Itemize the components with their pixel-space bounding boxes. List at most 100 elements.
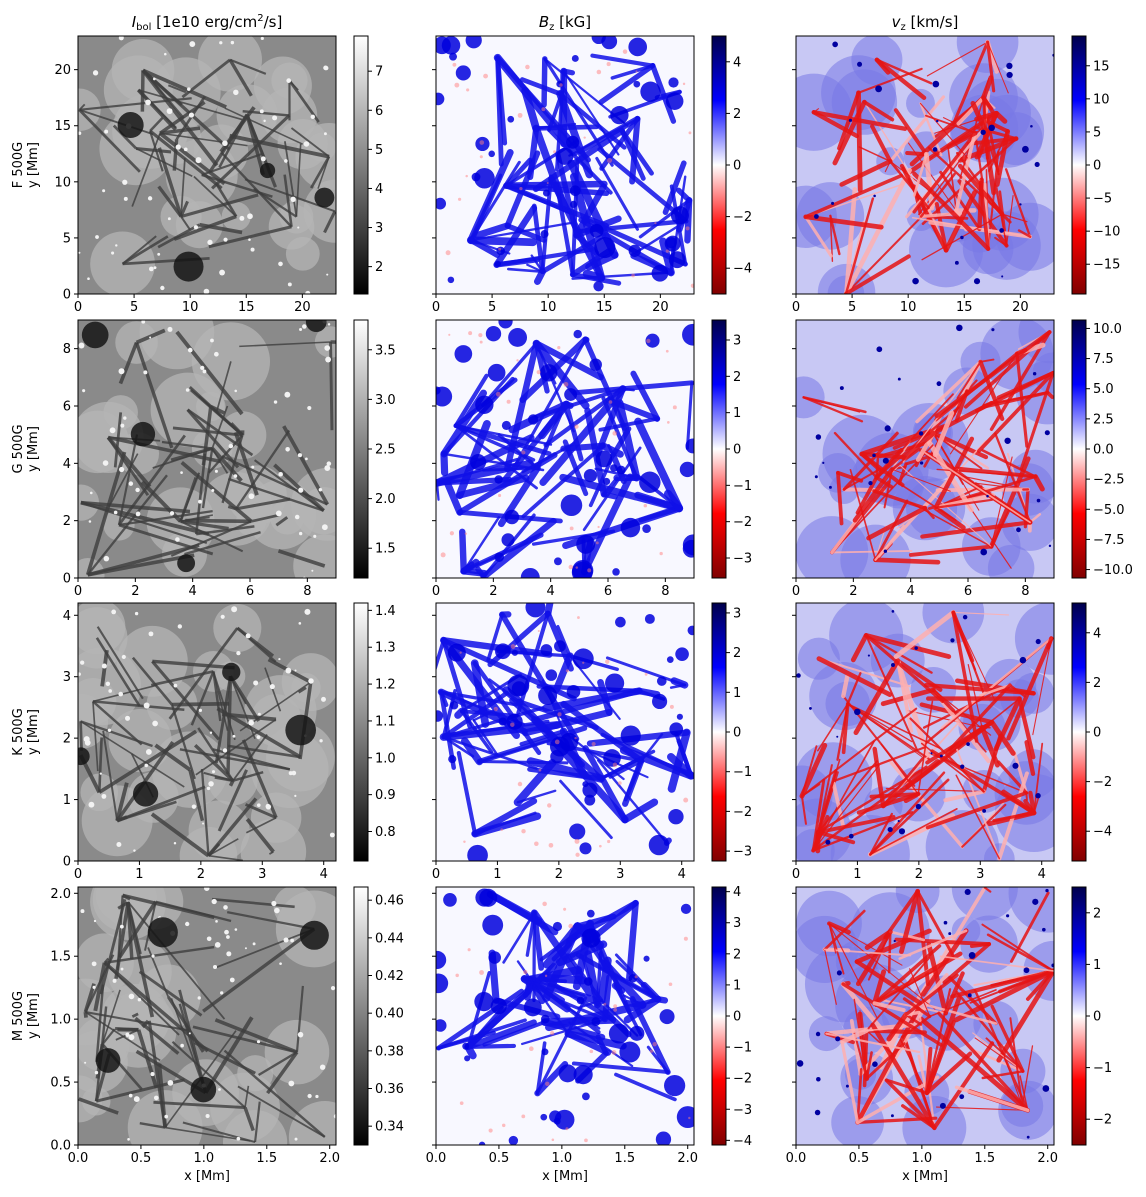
colorbar-tick-label: 0	[733, 159, 741, 174]
colorbar-frame	[353, 35, 369, 295]
colorbar	[354, 36, 368, 294]
x-tick-label: 0	[432, 300, 440, 315]
x-axis-label: x [Mm]	[542, 1169, 588, 1184]
colorbar	[354, 887, 368, 1145]
x-tick-label: 0	[74, 867, 82, 882]
x-tick-label: 6	[964, 584, 972, 599]
panel-g-500g-ibol: 0 2 4 6 8 0 2 4 6 8 1.5 2.0 2.5 3.0 3.5 G 500G y [Mm]	[11, 319, 396, 599]
x-tick-label: 1.0	[552, 1151, 573, 1166]
panel-f-500g-bz: 0 5 10 15 20 −4 −2 0 2 4	[432, 35, 752, 315]
x-tick-label: 15	[596, 300, 613, 315]
x-tick-label: 0	[432, 584, 440, 599]
colorbar	[1072, 603, 1086, 861]
plot-frame	[77, 602, 337, 862]
x-tick-label: 4	[189, 584, 197, 599]
colorbar-tick-label: 5	[375, 143, 383, 158]
y-tick-label: 0	[63, 288, 71, 303]
colorbar	[712, 320, 726, 578]
y-tick-label: 1.0	[50, 1013, 71, 1028]
y-tick-label: 2.0	[50, 887, 71, 902]
colorbar-tick-label: 2	[1093, 906, 1101, 921]
colorbar-tick-label: −1	[733, 1041, 752, 1056]
x-tick-label: 0	[74, 300, 82, 315]
x-tick-label: 8	[303, 584, 311, 599]
plot-frame	[435, 319, 695, 579]
colorbar-tick-label: 3.5	[375, 343, 396, 358]
x-tick-label: 1.5	[256, 1151, 277, 1166]
y-tick-label: 0.0	[50, 1139, 71, 1154]
column-title: vz [km/s]	[892, 13, 959, 33]
colorbar-tick-label: 7.5	[1093, 352, 1114, 367]
x-tick-label: 2	[489, 584, 497, 599]
colorbar-tick-label: 1	[733, 406, 741, 421]
colorbar-tick-label: 3.0	[375, 393, 396, 408]
colorbar-tick-label: 1.0	[375, 751, 396, 766]
colorbar-tick-label: 1.1	[375, 714, 396, 729]
colorbar-tick-label: −2	[733, 515, 752, 530]
x-axis-label: x [Mm]	[902, 1169, 948, 1184]
x-tick-label: 20	[294, 300, 311, 315]
colorbar-tick-label: 0	[1093, 159, 1101, 174]
plot-frame	[77, 35, 337, 295]
x-tick-label: 20	[652, 300, 669, 315]
colorbar-tick-label: 1.5	[375, 542, 396, 557]
x-tick-label: 1	[135, 867, 143, 882]
x-tick-label: 0.0	[426, 1151, 447, 1166]
colorbar-tick-label: 5.0	[1093, 382, 1114, 397]
y-axis-label: y [Mm]	[26, 426, 41, 472]
panel-k-500g-vz: 0 1 2 3 4 −4 −2 0 2 4	[792, 602, 1112, 882]
colorbar-tick-label: −1	[1093, 1061, 1112, 1076]
colorbar-tick-label: 0.38	[375, 1044, 404, 1059]
colorbar	[712, 36, 726, 294]
colorbar-tick-label: 0.44	[375, 931, 404, 946]
plot-frame	[435, 602, 695, 862]
colorbar-tick-label: −3	[733, 552, 752, 567]
colorbar-tick-label: 6	[375, 104, 383, 119]
x-tick-label: 0	[792, 584, 800, 599]
y-tick-label: 20	[54, 63, 71, 78]
colorbar-tick-label: 2	[733, 370, 741, 385]
x-tick-label: 2.0	[677, 1151, 698, 1166]
plot-frame	[795, 886, 1055, 1146]
x-tick-label: 2	[915, 867, 923, 882]
colorbar-tick-label: 2	[1093, 676, 1101, 691]
colorbar-tick-label: −2	[1093, 1113, 1112, 1128]
colorbar-tick-label: −7.5	[1093, 533, 1125, 548]
column-title: Bz [kG]	[539, 13, 591, 33]
panel-m-500g-vz: 0.0 0.5 1.0 1.5 2.0 −2 −1 0 1 2 x [Mm]	[786, 886, 1112, 1184]
colorbar-tick-label: 4	[733, 55, 741, 70]
colorbar-tick-label: −10.0	[1093, 563, 1133, 578]
y-tick-label: 4	[63, 457, 71, 472]
colorbar-tick-label: 1	[733, 686, 741, 701]
colorbar-tick-label: 2	[375, 260, 383, 275]
colorbar-tick-label: 3	[733, 916, 741, 931]
colorbar-tick-label: 0.0	[1093, 443, 1114, 458]
row-label: K 500G	[11, 708, 26, 756]
colorbar-tick-label: 0.9	[375, 788, 396, 803]
colorbar-frame	[353, 602, 369, 862]
colorbar-tick-label: 1.3	[375, 641, 396, 656]
y-axis-label: y [Mm]	[26, 142, 41, 188]
x-tick-label: 1.0	[912, 1151, 933, 1166]
x-tick-label: 0.5	[131, 1151, 152, 1166]
colorbar	[1072, 36, 1086, 294]
plot-frame	[77, 319, 337, 579]
x-tick-label: 3	[616, 867, 624, 882]
colorbar-tick-label: 0	[733, 443, 741, 458]
x-tick-label: 1	[493, 867, 501, 882]
colorbar-tick-label: −2	[1093, 775, 1112, 790]
y-tick-label: 6	[63, 400, 71, 415]
x-tick-label: 2	[849, 584, 857, 599]
colorbar-tick-label: 10	[1093, 92, 1110, 107]
x-tick-label: 15	[956, 300, 973, 315]
y-tick-label: 1.5	[50, 950, 71, 965]
colorbar-tick-label: −5	[1093, 192, 1112, 207]
x-axis-label: x [Mm]	[184, 1169, 230, 1184]
panel-g-500g-vz: 0 2 4 6 8 −10.0 −7.5 −5.0 −2.5 0.0 2.5 5.0 7.5 10.0	[792, 319, 1133, 599]
heatmap-texture	[78, 36, 336, 294]
plot-frame	[795, 602, 1055, 862]
colorbar-tick-label: 10.0	[1093, 322, 1122, 337]
x-tick-label: 1.5	[974, 1151, 995, 1166]
y-axis-label: y [Mm]	[26, 993, 41, 1039]
